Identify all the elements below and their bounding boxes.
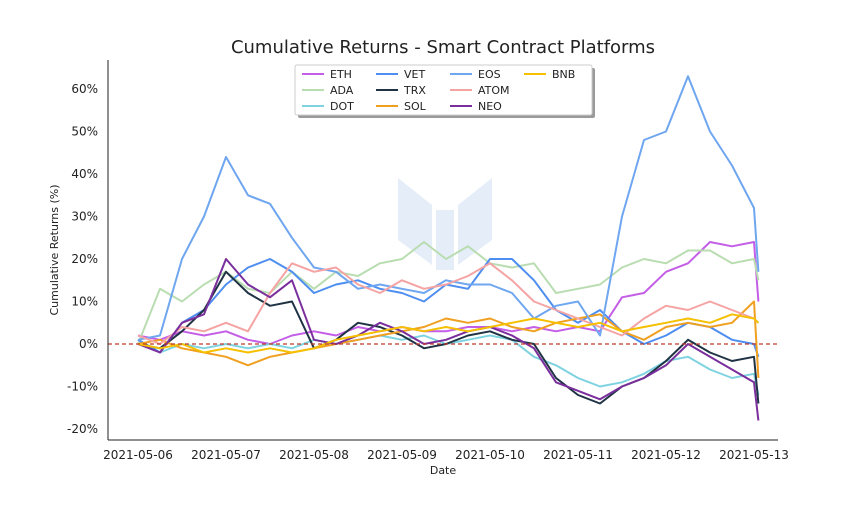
series-line-atom [137,262,760,345]
series-line-eos [137,75,760,341]
legend-label-neo: NEO [478,100,502,113]
axes [107,60,778,441]
watermark-logo [398,178,492,270]
legend-label-bnb: BNB [552,68,575,81]
y-tick-label: -20% [67,422,98,436]
series-line-neo [137,258,760,421]
messari-watermark [398,178,492,270]
y-tick-label: 40% [71,167,98,181]
series-line-ada [137,241,760,345]
series-line-sol [137,300,760,379]
legend-label-trx: TRX [403,84,426,97]
x-tick-label: 2021-05-13 [719,448,789,462]
legend-label-atom: ATOM [478,84,510,97]
x-axis-label: Date [430,464,457,477]
legend: ETH ADA DOT VET TRX SOL EOS ATOM NEO BNB [294,64,595,118]
y-tick-label: -10% [67,380,98,394]
y-tick-label: 30% [71,210,98,224]
x-tick-label: 2021-05-10 [455,448,525,462]
y-axis-label: Cumulative Returns (%) [48,184,61,315]
x-tick-label: 2021-05-09 [367,448,437,462]
chart-title: Cumulative Returns - Smart Contract Plat… [231,37,655,58]
legend-label-eos: EOS [478,68,501,81]
series-line-bnb [137,313,760,354]
y-tick-label: 60% [71,82,98,96]
series-layer [137,75,760,421]
legend-label-sol: SOL [404,100,427,113]
y-tick-labels: -20% -10% 0% 10% 20% 30% 40% 50% 60% [67,82,98,436]
legend-items: ETH ADA DOT VET TRX SOL EOS ATOM NEO BNB [302,68,575,113]
legend-label-vet: VET [404,68,425,81]
legend-label-eth: ETH [330,68,352,81]
legend-box [294,64,593,116]
x-tick-label: 2021-05-12 [631,448,701,462]
series-line-vet [137,258,760,358]
x-tick-label: 2021-05-11 [543,448,613,462]
x-tick-label: 2021-05-08 [279,448,349,462]
y-tick-label: 10% [71,295,98,309]
x-tick-label: 2021-05-07 [191,448,261,462]
series-line-dot [137,334,760,396]
y-tick-label: 50% [71,125,98,139]
legend-label-dot: DOT [330,100,354,113]
y-tick-label: 0% [79,337,98,351]
y-tick-label: 20% [71,252,98,266]
x-tick-labels: 2021-05-06 2021-05-07 2021-05-08 2021-05-09… [103,448,789,462]
series-line-trx [137,270,760,405]
legend-label-ada: ADA [330,84,354,97]
x-tick-label: 2021-05-06 [103,448,173,462]
